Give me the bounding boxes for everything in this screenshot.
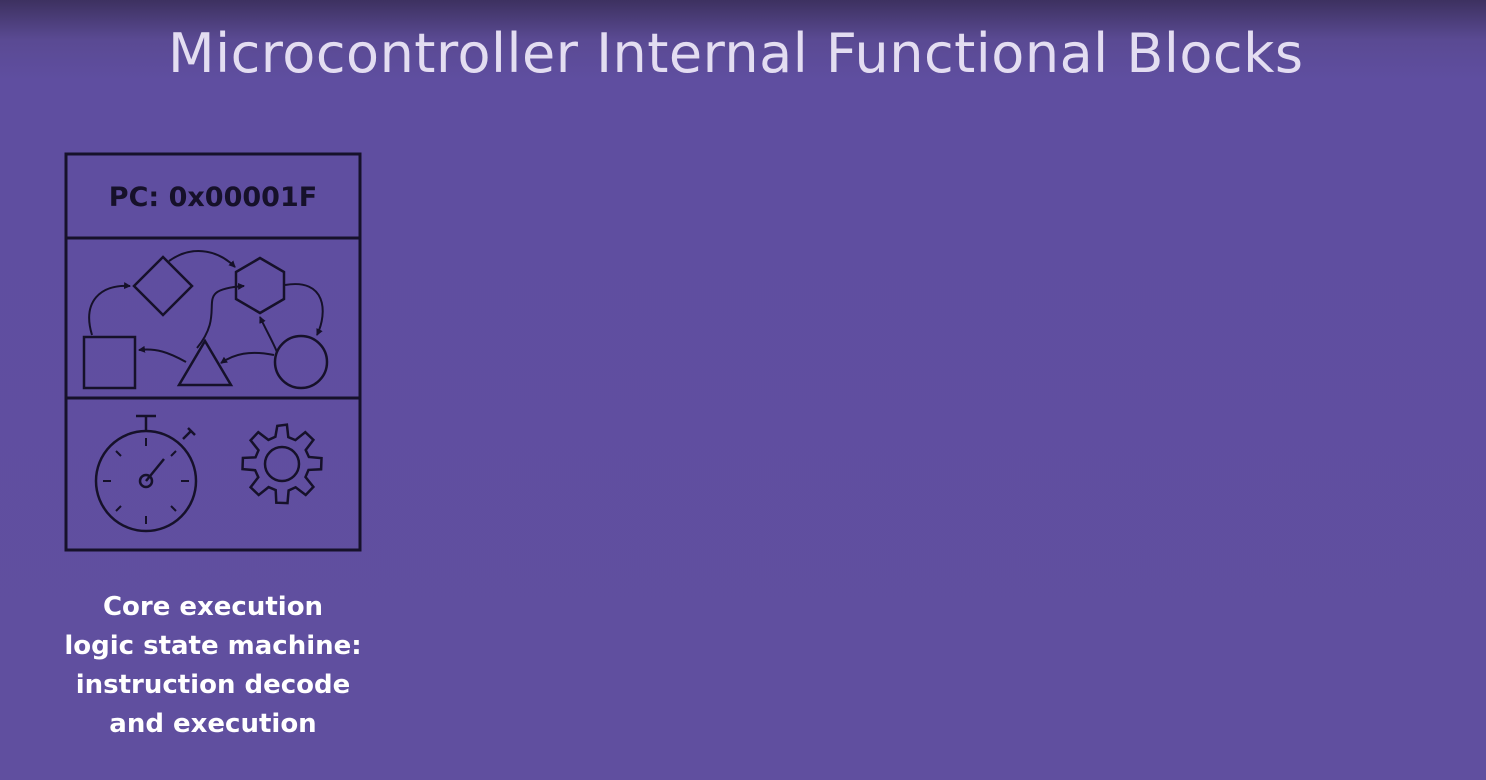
state-arrow (259, 316, 278, 353)
state-arrow (196, 282, 245, 349)
square-icon (82, 335, 137, 390)
triangle-icon (176, 338, 234, 387)
circle-icon (273, 334, 329, 390)
slide-title: Microcontroller Internal Functional Bloc… (168, 22, 1304, 85)
state-arrow (168, 250, 236, 268)
caption-line: and execution (109, 709, 317, 739)
diamond-icon (132, 255, 194, 317)
caption-line: logic state machine: (64, 631, 362, 661)
program-counter-label: PC: 0x00001F (109, 182, 317, 213)
stopwatch-icon (94, 414, 198, 533)
gear-icon (241, 423, 323, 505)
state-arrow (138, 345, 187, 363)
state-arrow (220, 351, 275, 364)
core-block-frame (64, 152, 362, 552)
hexagon-icon (234, 256, 286, 315)
state-arrow (284, 283, 324, 336)
core-block-caption: Core execution logic state machine: inst… (18, 588, 408, 744)
core-execution-block: PC: 0x00001F (64, 152, 362, 552)
state-machine-diagram (82, 250, 329, 390)
caption-line: Core execution (102, 592, 324, 622)
state-arrow (88, 282, 131, 336)
caption-line: instruction decode (75, 670, 351, 700)
